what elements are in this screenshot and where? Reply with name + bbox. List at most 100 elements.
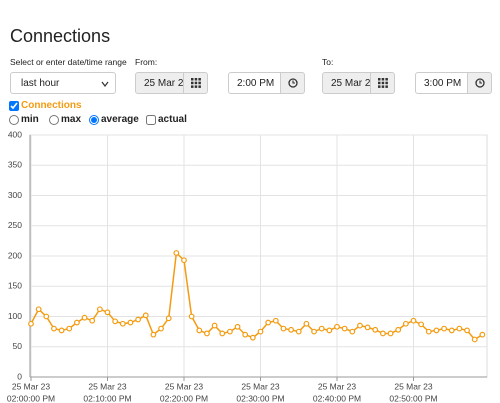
mode-option: actual xyxy=(146,114,187,125)
y-tick-label: 0 xyxy=(17,371,22,381)
x-tick-label: 02:40:00 PM xyxy=(313,393,361,403)
x-tick-label: 25 Mar 23 xyxy=(318,381,357,391)
data-point xyxy=(35,306,42,313)
y-tick-label: 150 xyxy=(8,281,22,291)
data-point xyxy=(150,331,157,338)
x-tick-label: 25 Mar 23 xyxy=(88,381,127,391)
to-time[interactable]: 3:00 PM xyxy=(415,72,468,94)
data-point xyxy=(364,324,371,331)
data-point xyxy=(204,330,210,337)
data-point xyxy=(242,331,249,338)
dropdown-arrow xyxy=(101,81,109,87)
data-point xyxy=(448,327,455,334)
data-point xyxy=(418,321,425,328)
data-point xyxy=(410,317,417,324)
from-time[interactable]: 2:00 PM xyxy=(228,72,281,94)
clock-icon xyxy=(474,78,485,88)
x-tick-label: 25 Mar 23 xyxy=(241,381,280,391)
data-point xyxy=(226,328,233,335)
mode-label: average xyxy=(101,114,139,125)
x-tick-label: 02:10:00 PM xyxy=(83,393,131,403)
x-tick-label: 02:50:00 PM xyxy=(389,393,437,403)
mode-label: max xyxy=(61,114,82,125)
x-tick-label: 25 Mar 23 xyxy=(165,381,204,391)
x-tick-label: 25 Mar 23 xyxy=(394,381,433,391)
mode-option: min xyxy=(9,114,39,125)
series-toggle: Connections xyxy=(9,100,82,111)
data-point xyxy=(479,331,486,338)
mode-input[interactable] xyxy=(9,114,19,125)
x-tick-label: 25 Mar 23 xyxy=(12,381,51,391)
from-clock-button[interactable] xyxy=(280,72,305,94)
data-point xyxy=(188,313,195,320)
data-point xyxy=(334,323,340,330)
from-date[interactable]: 25 Mar 2 xyxy=(135,72,184,94)
data-point xyxy=(349,328,356,335)
from-date-text: 25 Mar 2 xyxy=(144,77,184,89)
data-point xyxy=(326,327,333,334)
data-point xyxy=(265,319,272,326)
chart: 0 50 100 150 200 250 300 350 400 25 Mar 23 02:00:0… xyxy=(7,129,488,403)
data-point xyxy=(318,325,325,332)
data-point xyxy=(464,327,470,334)
to-date[interactable]: 25 Mar 2 xyxy=(322,72,371,94)
data-point xyxy=(43,313,50,320)
from-calendar-button[interactable] xyxy=(183,72,208,94)
data-point xyxy=(119,320,126,327)
x-tick-label: 02:20:00 PM xyxy=(160,393,208,403)
y-tick-label: 400 xyxy=(8,129,22,139)
x-tick-label: 02:30:00 PM xyxy=(236,393,284,403)
y-tick-label: 250 xyxy=(8,220,22,230)
series-toggle-label: Connections xyxy=(21,100,82,111)
data-point xyxy=(135,316,142,323)
mode-input[interactable] xyxy=(89,114,99,125)
mode-input[interactable] xyxy=(146,114,156,125)
data-point xyxy=(456,325,463,332)
data-point xyxy=(387,330,394,337)
data-point xyxy=(73,319,80,326)
mode-option: max xyxy=(49,114,81,125)
mode-input[interactable] xyxy=(49,114,59,125)
data-point xyxy=(372,326,379,333)
y-tick-label: 200 xyxy=(8,250,22,260)
y-tick-label: 50 xyxy=(13,341,23,351)
data-point xyxy=(295,328,302,335)
series-checkbox[interactable] xyxy=(9,100,19,111)
data-point xyxy=(211,322,218,329)
data-point xyxy=(112,318,119,325)
clock-icon xyxy=(287,78,298,88)
range-select[interactable]: last hour xyxy=(10,72,116,94)
mode-label: min xyxy=(21,114,39,125)
data-point xyxy=(402,320,409,327)
data-point xyxy=(173,250,180,256)
data-point xyxy=(127,319,134,326)
data-point xyxy=(28,320,34,327)
data-point xyxy=(104,309,111,316)
data-point xyxy=(196,327,203,334)
from-time-text: 2:00 PM xyxy=(237,77,275,89)
data-point xyxy=(96,306,103,313)
data-point xyxy=(425,328,432,335)
to-calendar-button[interactable] xyxy=(370,72,395,94)
data-point xyxy=(288,326,295,333)
data-point xyxy=(51,325,57,332)
data-point xyxy=(341,325,348,332)
calendar-icon xyxy=(377,78,388,88)
from-label: From: xyxy=(135,57,158,67)
data-point xyxy=(89,317,96,324)
data-point xyxy=(280,325,287,332)
data-point xyxy=(303,320,310,327)
y-tick-label: 350 xyxy=(8,160,22,170)
data-point xyxy=(181,257,187,264)
data-point xyxy=(395,326,402,333)
y-tick-label: 300 xyxy=(8,190,22,200)
range-value: last hour xyxy=(21,77,60,89)
data-point xyxy=(257,328,264,335)
to-time-text: 3:00 PM xyxy=(424,77,462,89)
data-point xyxy=(441,325,448,332)
data-point xyxy=(158,325,164,332)
mode-option: average xyxy=(89,114,139,125)
data-point xyxy=(58,327,65,334)
to-clock-button[interactable] xyxy=(467,72,492,94)
